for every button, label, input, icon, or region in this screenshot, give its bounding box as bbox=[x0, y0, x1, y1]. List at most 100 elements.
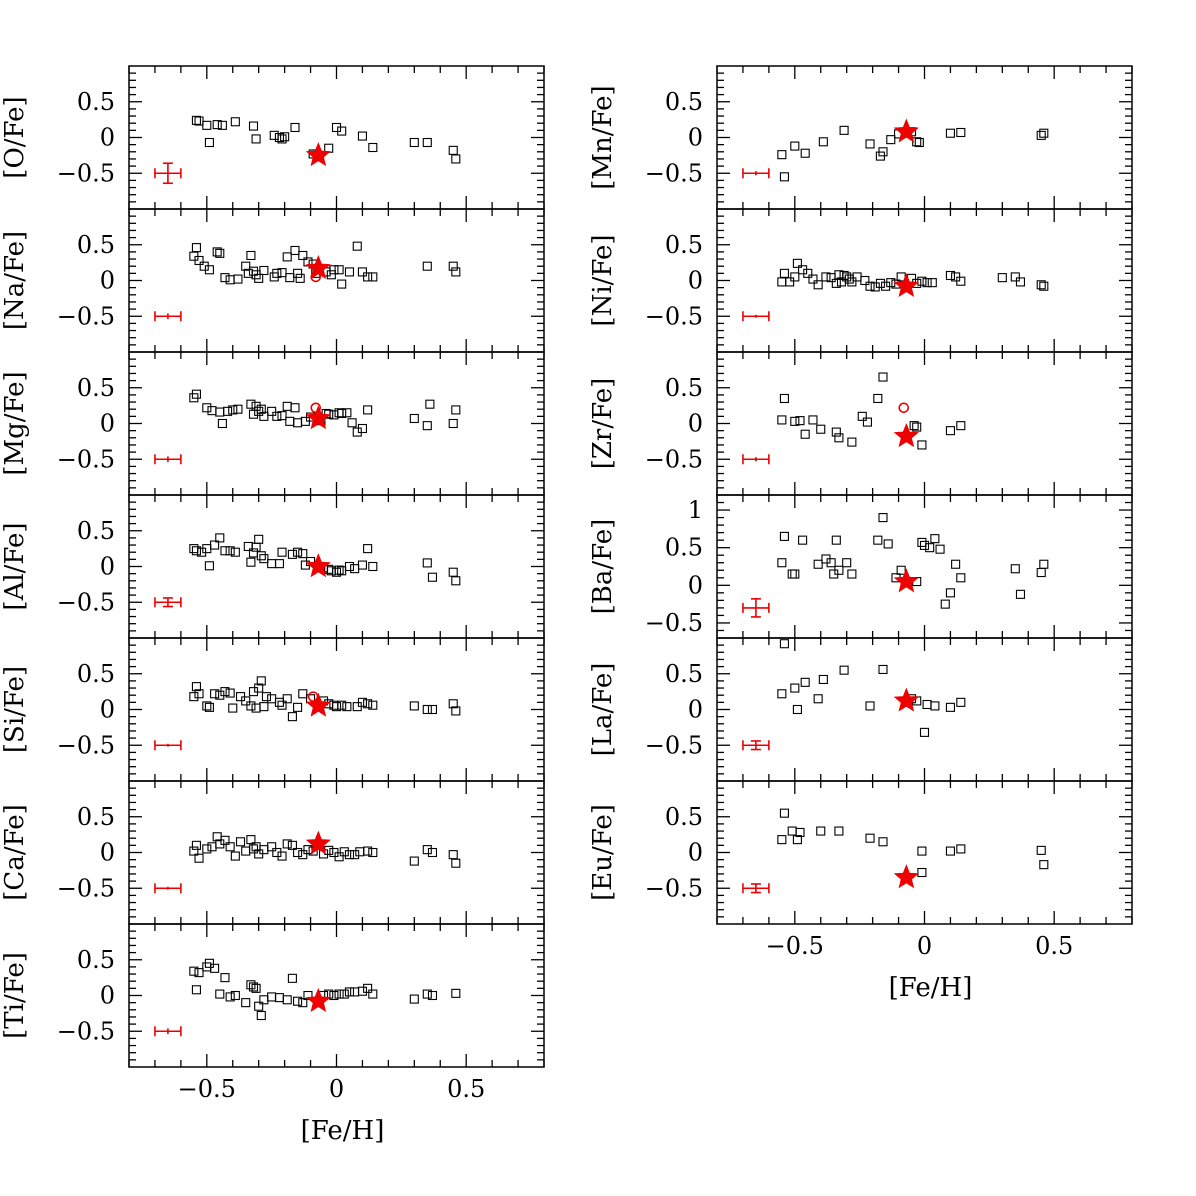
field-star-point bbox=[451, 576, 461, 586]
field-star-point bbox=[204, 958, 214, 968]
field-star-point bbox=[930, 701, 940, 711]
panel-eu: 0.5 0 −0.5 [Eu/Fe] −0.5 0 0.5 [Fe/H] bbox=[588, 780, 1133, 1003]
field-star-point bbox=[334, 265, 344, 275]
field-star-point bbox=[792, 704, 802, 715]
error-bar bbox=[742, 740, 770, 751]
field-star-point bbox=[917, 867, 927, 878]
field-star-point bbox=[293, 847, 303, 858]
y-tick-label: 0 bbox=[688, 839, 703, 867]
y-tick-label: 1 bbox=[688, 496, 703, 524]
field-star-point bbox=[847, 277, 857, 287]
y-tick-label: 0 bbox=[688, 124, 703, 152]
field-star-point bbox=[779, 268, 789, 278]
field-star-point bbox=[945, 702, 955, 712]
field-star-point bbox=[202, 403, 212, 413]
y-tick-label: 0 bbox=[100, 696, 115, 724]
field-star-point bbox=[215, 989, 225, 999]
field-star-point bbox=[293, 547, 303, 557]
panel-ni: 0.5 0 −0.5 [Ni/Fe] bbox=[588, 208, 1133, 353]
field-star-point bbox=[272, 411, 282, 421]
y-tick-label: 0 bbox=[100, 839, 115, 867]
field-star-point bbox=[368, 142, 378, 153]
field-star-point bbox=[331, 567, 342, 577]
x-tick-label: −0.5 bbox=[178, 1075, 236, 1103]
field-star-point bbox=[256, 676, 266, 686]
field-star-point bbox=[248, 121, 259, 131]
field-star-point bbox=[834, 433, 844, 443]
field-star-point bbox=[790, 569, 800, 579]
field-star-point bbox=[277, 700, 287, 710]
target-star-marker bbox=[893, 864, 919, 889]
x-tick-label: −0.5 bbox=[766, 932, 824, 960]
field-star-point bbox=[204, 702, 214, 712]
field-star-point bbox=[191, 682, 201, 692]
field-star-point bbox=[956, 421, 966, 431]
field-star-point bbox=[344, 987, 355, 997]
y-tick-label: 0.5 bbox=[665, 534, 703, 562]
field-star-point bbox=[212, 120, 222, 130]
y-tick-label: −0.5 bbox=[57, 1017, 115, 1045]
y-tick-label: 0.5 bbox=[77, 517, 115, 545]
field-star-point bbox=[1010, 564, 1020, 574]
field-star-point bbox=[779, 808, 789, 818]
error-bar bbox=[742, 454, 770, 465]
field-star-point bbox=[210, 540, 220, 550]
error-bar bbox=[742, 598, 770, 618]
field-star-point bbox=[277, 851, 287, 861]
field-star-point bbox=[204, 137, 214, 148]
field-star-point bbox=[862, 417, 872, 427]
field-star-point bbox=[295, 273, 305, 283]
field-star-point bbox=[422, 845, 432, 855]
field-star-point bbox=[800, 148, 810, 158]
target-star-marker bbox=[893, 687, 919, 712]
y-tick-label: 0 bbox=[100, 553, 115, 581]
field-star-point bbox=[277, 411, 287, 421]
field-star-point bbox=[368, 272, 378, 282]
target-star-marker bbox=[893, 272, 919, 297]
field-star-point bbox=[409, 701, 419, 711]
field-star-point bbox=[344, 561, 355, 572]
field-star-point bbox=[821, 272, 831, 282]
field-star-point bbox=[422, 137, 432, 148]
field-star-point bbox=[290, 245, 300, 256]
field-star-point bbox=[337, 700, 347, 710]
target-star-marker bbox=[305, 255, 331, 280]
y-tick-label: 0.5 bbox=[77, 231, 115, 259]
field-star-point bbox=[808, 274, 818, 284]
field-star-point bbox=[917, 276, 927, 286]
field-star-point bbox=[290, 403, 300, 413]
field-star-point bbox=[777, 558, 787, 568]
field-star-point bbox=[220, 973, 230, 983]
field-star-point bbox=[363, 699, 373, 709]
field-star-point bbox=[831, 427, 841, 437]
error-bar bbox=[154, 883, 182, 894]
field-star-point bbox=[220, 687, 230, 697]
field-star-point bbox=[945, 846, 955, 856]
field-star-point bbox=[779, 531, 789, 541]
field-star-point bbox=[202, 844, 212, 854]
field-star-point bbox=[422, 704, 432, 715]
y-tick-label: 0 bbox=[688, 571, 703, 599]
field-star-point bbox=[808, 415, 818, 425]
field-star-point bbox=[427, 572, 438, 582]
field-star-point bbox=[912, 137, 922, 147]
field-star-point bbox=[839, 125, 849, 135]
field-star-point bbox=[194, 255, 204, 266]
error-bar bbox=[742, 883, 770, 894]
field-star-point bbox=[409, 856, 419, 866]
field-star-point bbox=[886, 135, 896, 145]
field-star-point bbox=[357, 560, 367, 570]
field-star-point bbox=[241, 261, 251, 271]
field-star-point bbox=[342, 702, 352, 712]
field-star-point bbox=[409, 413, 419, 424]
field-star-point bbox=[233, 274, 243, 284]
field-star-point bbox=[917, 537, 927, 547]
field-star-point bbox=[878, 664, 888, 675]
field-star-point bbox=[875, 278, 885, 288]
field-star-point bbox=[274, 132, 284, 143]
field-star-point bbox=[909, 421, 919, 431]
field-star-point bbox=[873, 393, 883, 404]
field-star-point bbox=[945, 426, 955, 436]
field-star-point bbox=[1015, 277, 1026, 287]
